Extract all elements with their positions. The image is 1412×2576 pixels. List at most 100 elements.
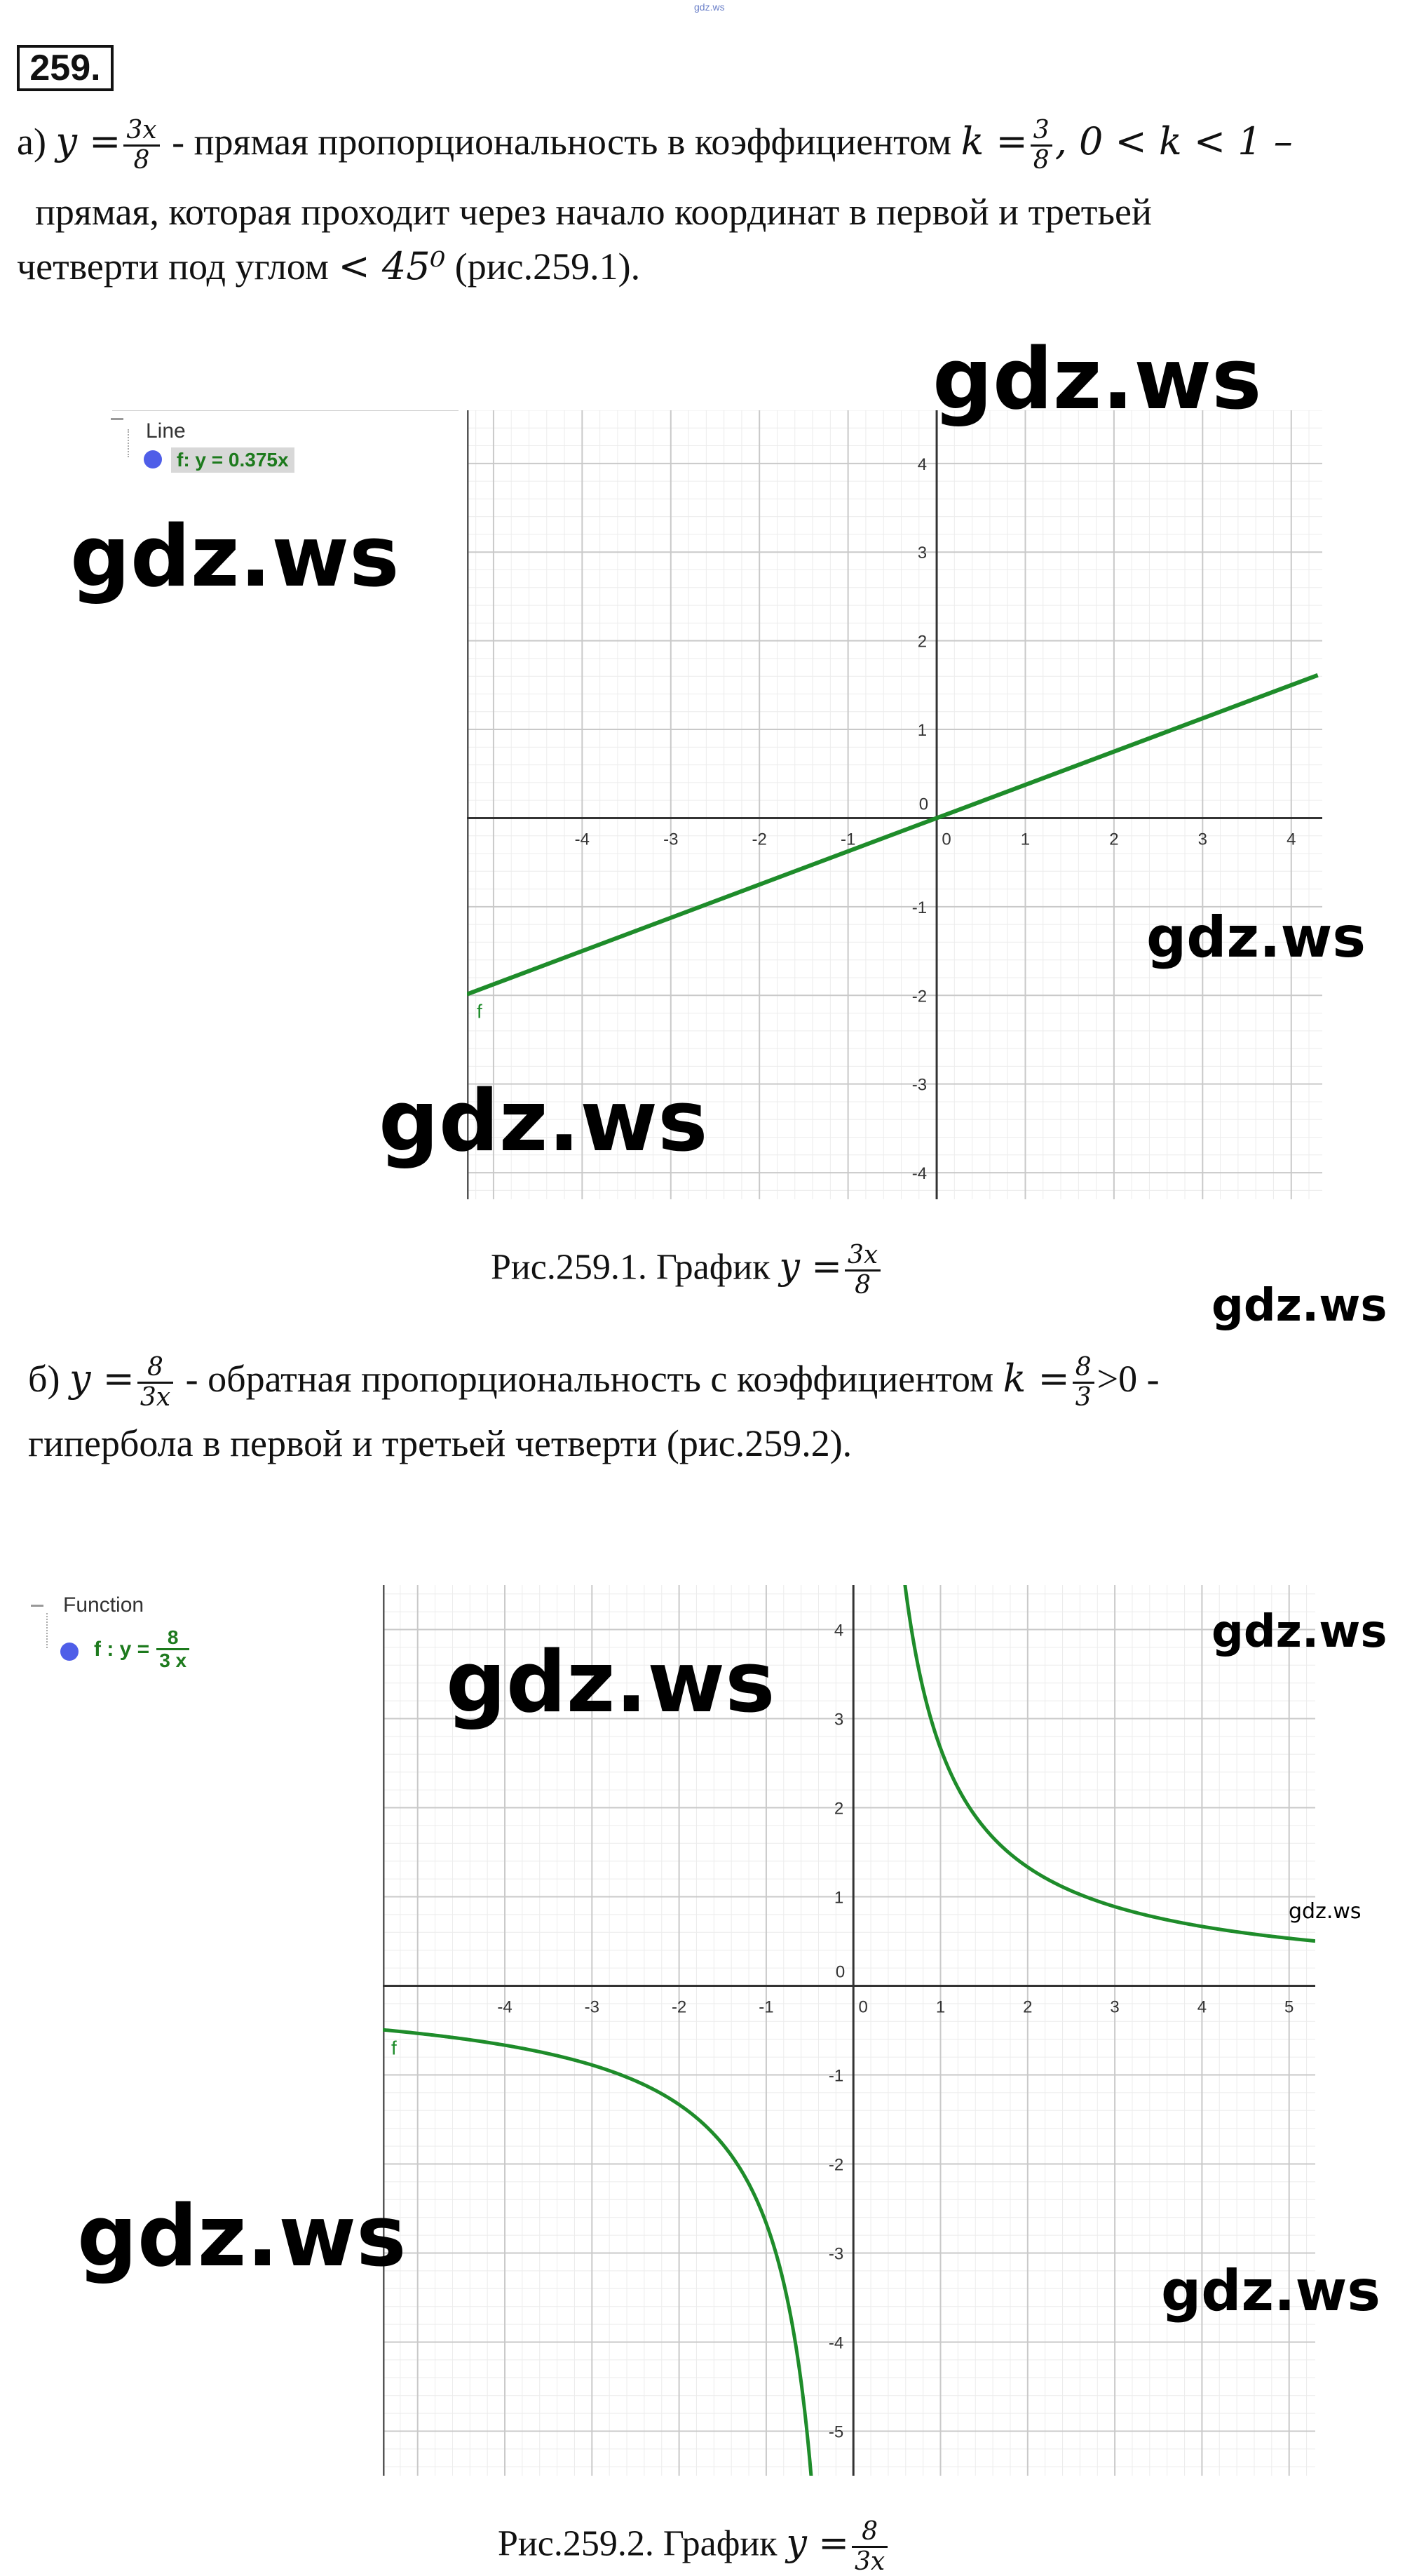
x-tick-label: -2: [752, 830, 767, 849]
fig1-legend-item[interactable]: f: y = 0.375x: [171, 447, 294, 473]
watermark: gdz.ws: [1289, 1899, 1362, 1924]
curve-label: f: [477, 1001, 482, 1023]
figure1-chart: -4 -3 -2 -1 0 1 2 3 4 -4 -3 -2 -1 0 1 2 3 4 f: [467, 410, 1322, 1199]
fig2-legend-dot-icon[interactable]: [60, 1643, 79, 1661]
x-tick-label: 2: [1023, 1998, 1032, 2017]
watermark: gdz.ws: [932, 331, 1262, 429]
y-tick-label: 1: [918, 721, 927, 740]
part-a-line3-post: (рис.259.1).: [454, 245, 641, 288]
x-tick-label: -3: [663, 830, 678, 849]
x-tick-label: 0: [859, 1998, 868, 2017]
y-tick-label: 0: [919, 795, 928, 814]
x-tick-label: -1: [759, 1998, 773, 2017]
fig2-caption: Рис.259.2. График y = 8 3x: [498, 2518, 890, 2576]
fig2-legend-title: Function: [63, 1593, 144, 1617]
fig1-caption-num: 3x: [844, 1241, 881, 1272]
fig2-legend-num: 8: [156, 1627, 190, 1650]
watermark: gdz.ws: [1211, 1280, 1387, 1332]
y-tick-label: -2: [912, 987, 927, 1006]
header-tiny-text: gdz.ws: [694, 1, 725, 13]
fig1-legend-collapse-icon[interactable]: [111, 418, 123, 420]
part-b-prefix: б): [28, 1358, 60, 1400]
fig1-legend-title: Line: [146, 419, 186, 443]
fig1-legend-tree-line: [128, 429, 130, 457]
fig2-caption-num: 8: [851, 2518, 888, 2548]
y-tick-label: -3: [912, 1076, 927, 1095]
part-b-line1: б) y = 8 3x - обратная пропорциональность …: [28, 1354, 1160, 1412]
part-b-line2: гипербола в первой и третьей четверти (р…: [28, 1422, 853, 1464]
watermark: gdz.ws: [446, 1634, 775, 1732]
part-a-line1: а) y = 3x 8 - прямая пропорциональность в …: [17, 116, 1293, 175]
part-b-frac-den: 3x: [140, 1383, 171, 1412]
part-a-line3-pre: четверти под углом: [17, 245, 329, 288]
x-tick-label: -4: [497, 1998, 512, 2017]
x-tick-label: 5: [1284, 1998, 1294, 2017]
x-tick-label: 4: [1287, 830, 1296, 849]
part-b-tail: >0 -: [1097, 1358, 1160, 1400]
problem-number: 259.: [17, 45, 114, 91]
watermark: gdz.ws: [77, 2188, 407, 2286]
x-tick-label: 4: [1197, 1998, 1207, 2017]
y-tick-label: -5: [829, 2423, 843, 2442]
part-b-fraction: 8 3x: [137, 1354, 174, 1412]
part-a-prefix: а): [17, 121, 46, 163]
x-tick-label: 3: [1198, 830, 1207, 849]
y-tick-label: -3: [829, 2245, 843, 2264]
y-tick-label: -2: [829, 2156, 843, 2175]
figure2-chart: -4 -3 -2 -1 0 1 2 3 4 5 -5 -4 -3 -2 -1 0 1 2 3 4 f: [383, 1585, 1315, 2476]
part-a-k-label: k =: [960, 119, 1028, 163]
part-b-frac-num: 8: [137, 1354, 174, 1384]
part-a-angle: < 45⁰: [338, 244, 446, 288]
x-tick-label: -1: [841, 830, 855, 849]
watermark: gdz.ws: [379, 1073, 708, 1171]
y-tick-label: 3: [834, 1711, 843, 1729]
x-tick-label: 1: [936, 1998, 945, 2017]
part-b-k-num: 8: [1072, 1354, 1094, 1384]
watermark: gdz.ws: [1161, 2258, 1381, 2324]
y-tick-label: -4: [912, 1164, 927, 1183]
line-series: [467, 673, 1319, 997]
y-tick-label: 4: [918, 455, 927, 474]
y-tick-label: -1: [829, 2067, 843, 2086]
fig2-caption-fraction: 8 3x: [851, 2518, 888, 2576]
y-tick-label: 4: [834, 1621, 843, 1640]
fig2-caption-den: 3x: [854, 2547, 885, 2576]
part-b-text1: - обратная пропорциональность с коэффици…: [185, 1358, 994, 1400]
fig1-legend-dot-icon[interactable]: [144, 450, 162, 468]
fig2-legend-tree-line: [46, 1613, 49, 1648]
fig2-legend-collapse-icon[interactable]: [31, 1605, 43, 1607]
part-a-k-den: 8: [1033, 146, 1050, 175]
y-tick-label: -1: [912, 898, 927, 917]
part-a-line2: прямая, которая проходит через начало ко…: [35, 191, 1152, 233]
part-a-lhs: y =: [55, 119, 121, 163]
fig1-caption: Рис.259.1. График y = 3x 8: [491, 1241, 883, 1300]
part-a-inequality: , 0 < k < 1 –: [1054, 119, 1293, 163]
part-b-lhs: y =: [69, 1356, 135, 1401]
part-a-text1: - прямая пропорциональность в коэффициен…: [172, 121, 952, 163]
watermark: gdz.ws: [1146, 905, 1366, 970]
fig1-caption-pre: Рис.259.1. График: [491, 1247, 771, 1288]
watermark: gdz.ws: [1211, 1606, 1387, 1658]
hyperbola-branch-negative: [383, 2028, 813, 2476]
part-b-k-label: k =: [1003, 1356, 1070, 1401]
fig1-legend-divider: [112, 410, 459, 411]
hyperbola-branch-positive: [903, 1585, 1315, 1943]
y-tick-label: 3: [918, 544, 927, 562]
fig1-caption-lhs: y =: [779, 1246, 842, 1288]
x-tick-label: 1: [1021, 830, 1030, 849]
x-tick-label: 0: [942, 830, 951, 849]
part-a-frac-den: 8: [133, 146, 150, 175]
y-tick-label: 0: [836, 1963, 845, 1982]
y-tick-label: 1: [834, 1889, 843, 1908]
x-tick-label: 3: [1110, 1998, 1119, 2017]
fig2-legend-den: 3 x: [159, 1650, 187, 1671]
part-b-k-den: 3: [1075, 1383, 1092, 1412]
x-tick-label: -2: [672, 1998, 686, 2017]
fig2-caption-lhs: y =: [786, 2522, 849, 2565]
y-tick-label: 2: [834, 1800, 843, 1819]
x-tick-label: -3: [585, 1998, 599, 2017]
